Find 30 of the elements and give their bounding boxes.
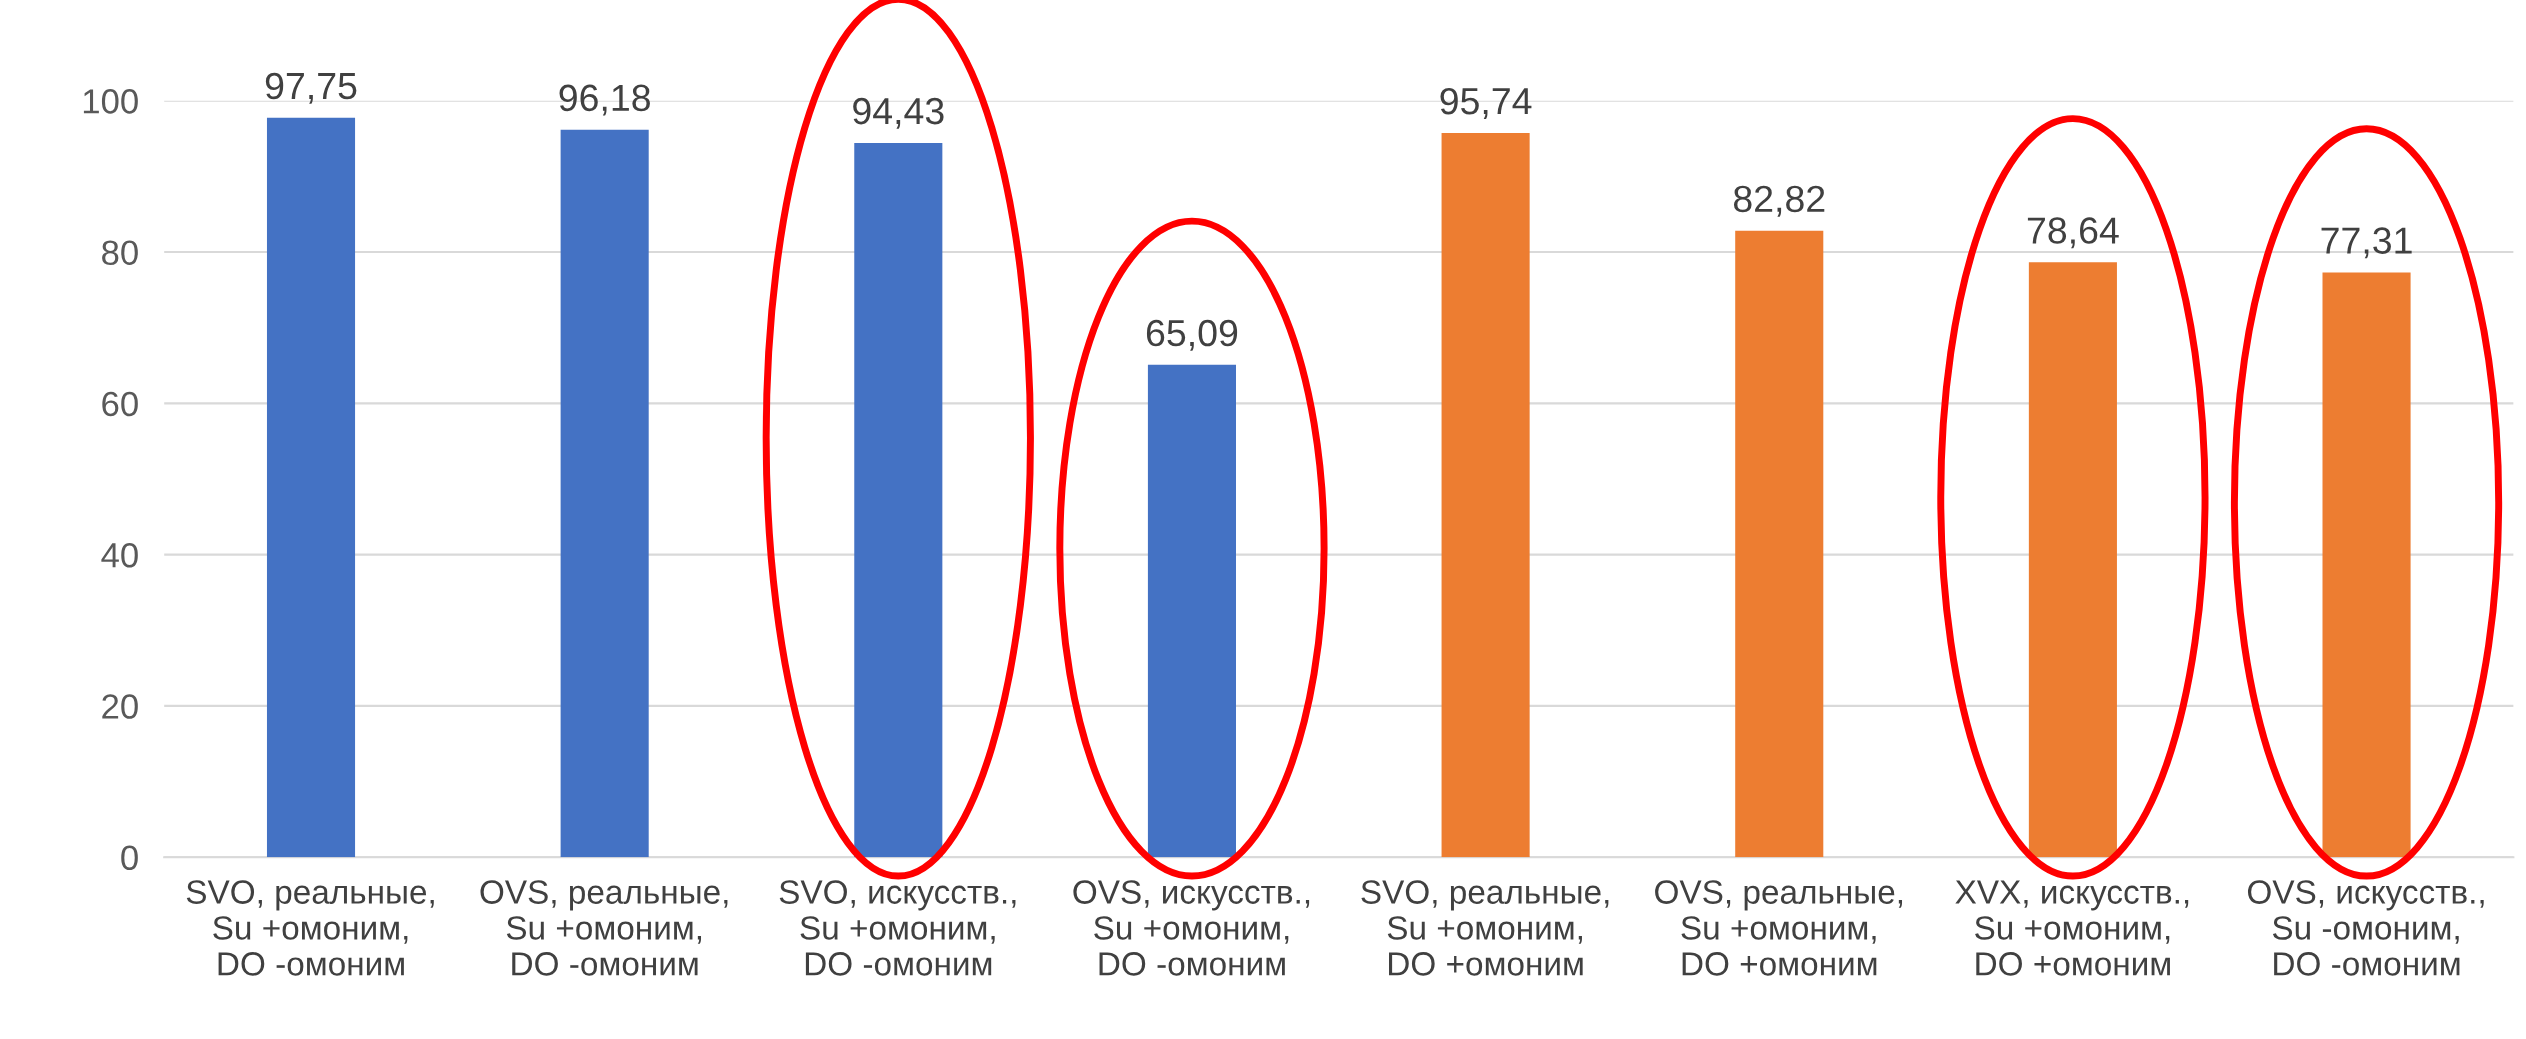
bar xyxy=(560,129,649,858)
y-tick-label: 40 xyxy=(101,542,138,568)
x-tick-label: SVO, реальные, Su +омоним, DO +омоним xyxy=(1361,880,1609,976)
data-label: 94,43 xyxy=(853,97,944,129)
data-label: 96,18 xyxy=(559,84,650,116)
x-tick-label: OVS, реальные, Su +омоним, DO +омоним xyxy=(1655,880,1903,976)
x-tick-label: OVS, искусств., Su +омоним, DO -омоним xyxy=(1073,880,1310,976)
x-tick-label: SVO, реальные, Su +омоним, DO -омоним xyxy=(186,880,434,976)
data-label: 82,82 xyxy=(1733,185,1825,217)
data-label: 65,09 xyxy=(1146,319,1238,351)
y-tick-label: 0 xyxy=(121,845,138,871)
x-tick-label: OVS, реальные, Su +омоним, DO -омоним xyxy=(480,880,728,976)
x-tick-label: SVO, искусств., Su +омоним, DO -омоним xyxy=(779,880,1016,976)
x-tick-label: OVS, искусств., Su -омоним, DO -омоним xyxy=(2247,880,2484,976)
data-label: 78,64 xyxy=(2027,217,2119,249)
bar xyxy=(2028,262,2117,858)
y-tick-label: 20 xyxy=(102,694,138,719)
bar xyxy=(854,142,943,858)
bar xyxy=(1147,364,1236,858)
bar xyxy=(1735,230,1824,858)
bar xyxy=(2322,272,2411,858)
y-tick-label: 80 xyxy=(102,240,138,265)
y-tick-label: 100 xyxy=(83,89,138,114)
data-label: 95,74 xyxy=(1440,87,1532,119)
bar xyxy=(266,117,356,858)
x-tick-label: XVX, искусств., Su +омоним, DO +омоним xyxy=(1955,880,2189,976)
data-label: 97,75 xyxy=(265,72,357,104)
y-tick-label: 60 xyxy=(102,391,138,417)
bar xyxy=(1441,133,1530,858)
data-label: 77,31 xyxy=(2321,227,2412,259)
